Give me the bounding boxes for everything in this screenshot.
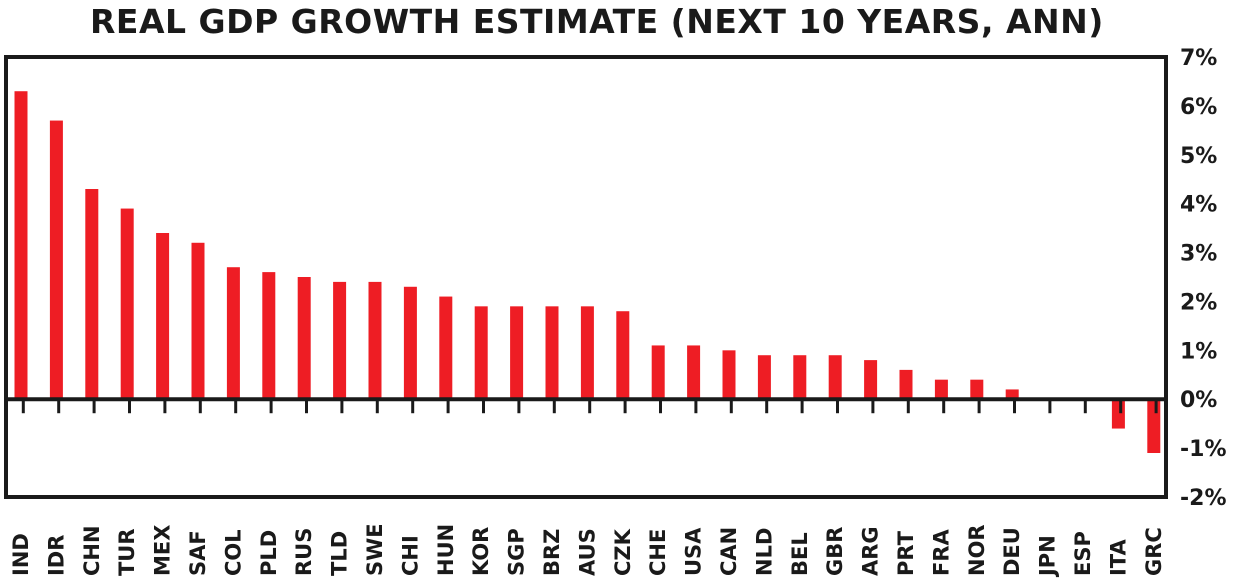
bars-layer — [14, 91, 1161, 453]
bar-czk — [616, 311, 630, 400]
x-category-label: SWE — [363, 523, 387, 576]
bar-tld — [333, 281, 347, 400]
bar-col — [226, 267, 240, 400]
bar-prt — [899, 369, 913, 400]
x-category-label: USA — [682, 527, 706, 576]
x-category-label: SAF — [186, 530, 210, 576]
y-tick-labels: 7% 6% 5% 4% 3% 2% 1% 0% -1% -2% — [1180, 46, 1226, 511]
bar-gbr — [828, 355, 842, 400]
x-category-label: PLD — [257, 530, 281, 576]
y-tick-label: -2% — [1180, 486, 1226, 511]
x-category-label: COL — [221, 529, 245, 576]
x-category-label: CAN — [717, 527, 741, 576]
y-tick-label: 3% — [1180, 242, 1217, 267]
x-category-label: CHI — [398, 535, 422, 576]
bar-aus — [580, 306, 594, 400]
bar-grc — [1147, 399, 1161, 453]
y-tick-label: 7% — [1180, 46, 1217, 71]
plot-frame — [4, 55, 1168, 499]
y-tick-label: 5% — [1180, 144, 1217, 169]
bar-hun — [439, 296, 453, 400]
x-category-label: AUS — [575, 528, 599, 576]
x-category-label: IDR — [44, 535, 68, 576]
x-category-label: GBR — [823, 527, 847, 576]
x-category-labels: IND IDR CHN TUR MEX SAF COL PLD RUS TLD SWE CHI HUN K… — [9, 523, 1166, 578]
bar-can — [722, 350, 736, 400]
x-category-label: SGP — [505, 528, 529, 576]
x-category-label: RUS — [292, 528, 316, 576]
y-tick-label: 1% — [1180, 339, 1217, 364]
x-category-label: JPN — [1036, 535, 1060, 578]
bar-nld — [757, 355, 771, 400]
bar-bel — [793, 355, 807, 400]
x-category-label: TLD — [328, 531, 352, 576]
axes-layer — [4, 55, 1168, 499]
x-category-label: ARG — [859, 526, 883, 576]
bar-chi — [403, 286, 417, 400]
bar-che — [651, 345, 665, 400]
x-category-label: MEX — [151, 525, 175, 576]
x-category-label: GRC — [1142, 527, 1166, 576]
x-category-label: NOR — [965, 524, 989, 576]
y-tick-label: 4% — [1180, 193, 1217, 218]
bar-ita — [1111, 399, 1125, 429]
bar-idr — [49, 120, 63, 400]
bar-ind — [14, 91, 28, 400]
bar-sgp — [510, 306, 524, 400]
x-category-label: BRZ — [540, 529, 564, 576]
x-category-label: NLD — [752, 528, 776, 576]
x-category-label: ESP — [1071, 531, 1095, 576]
bar-nor — [970, 379, 984, 400]
bar-rus — [297, 277, 311, 400]
y-tick-label: 0% — [1180, 388, 1217, 413]
x-category-label: DEU — [1000, 527, 1024, 576]
bar-mex — [156, 233, 170, 400]
bar-usa — [687, 345, 701, 400]
bar-saf — [191, 242, 205, 400]
bar-swe — [368, 281, 382, 400]
x-category-label: TUR — [115, 528, 139, 576]
x-category-label: CHN — [80, 525, 104, 576]
bar-fra — [934, 379, 948, 400]
bar-deu — [1005, 389, 1019, 400]
y-tick-label: 2% — [1180, 290, 1217, 315]
bar-arg — [864, 360, 878, 400]
x-category-label: CHE — [646, 529, 670, 576]
x-category-label: PRT — [894, 530, 918, 576]
bar-pld — [262, 272, 276, 400]
x-category-label: ITA — [1106, 538, 1130, 576]
x-category-label: FRA — [929, 528, 953, 576]
x-category-label: BEL — [788, 532, 812, 576]
chart-title: REAL GDP GROWTH ESTIMATE (NEXT 10 YEARS,… — [90, 2, 1104, 41]
y-tick-label: -1% — [1180, 437, 1226, 462]
x-category-label: KOR — [469, 527, 493, 576]
y-tick-label: 6% — [1180, 95, 1217, 120]
x-category-label: HUN — [434, 524, 458, 576]
x-category-label: IND — [9, 533, 33, 576]
bar-chn — [85, 189, 99, 400]
bar-tur — [120, 208, 134, 400]
x-category-label: CZK — [611, 528, 635, 576]
bar-kor — [474, 306, 488, 400]
bar-brz — [545, 306, 559, 400]
